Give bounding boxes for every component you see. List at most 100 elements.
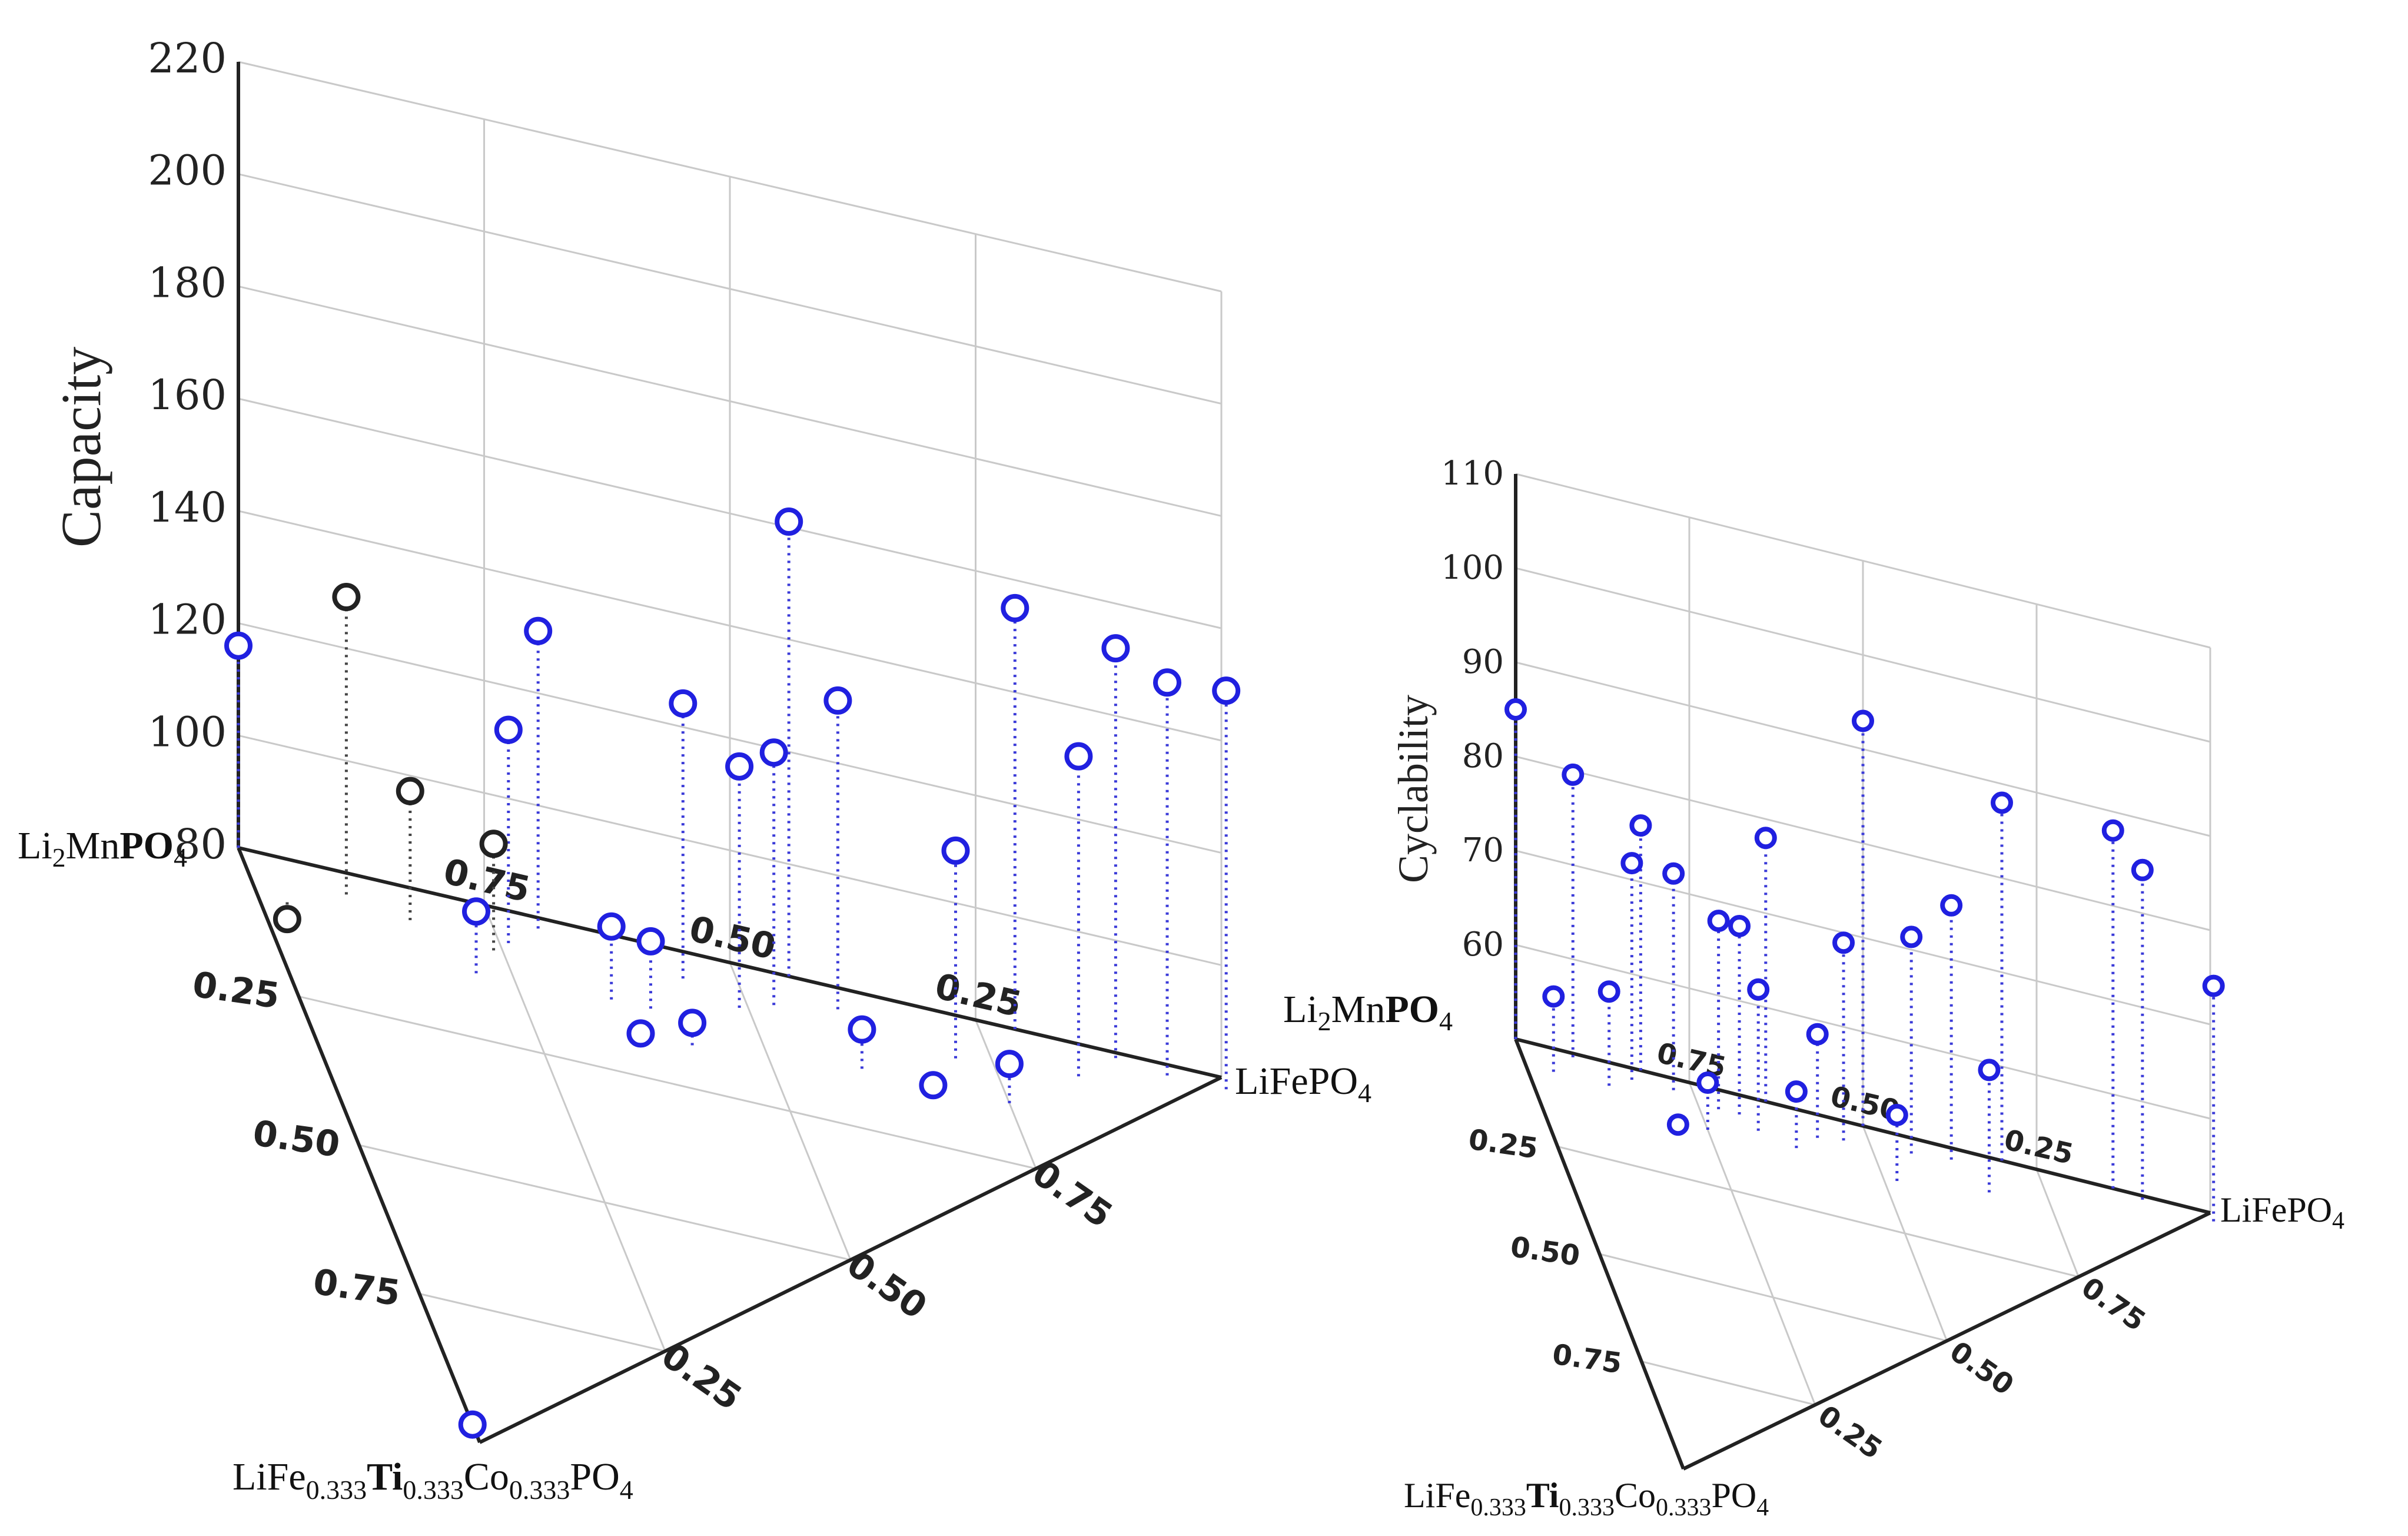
data-point [725, 752, 754, 781]
data-point [1504, 698, 1527, 721]
base-tick-left: 0.75 [311, 1261, 403, 1314]
z-tick-label: 180 [148, 258, 227, 307]
data-point [597, 912, 626, 941]
floor-gridline [1599, 1253, 1947, 1342]
floor-gridline [1641, 1361, 1816, 1406]
data-point [1597, 980, 1620, 1003]
corner-lifetico-left: LiFe0.333Ti0.333Co0.333PO4 [233, 1455, 633, 1505]
data-point [1620, 852, 1643, 875]
base-tick-right: 0.75 [2075, 1271, 2151, 1338]
capacity-grid [238, 61, 1223, 1352]
data-point [1747, 978, 1770, 1001]
z-tick-label: 60 [1462, 925, 1504, 964]
cyclability-axis-title: Cyclability [1390, 695, 1437, 883]
cyclability-stems [1514, 709, 2216, 1222]
z-tick-label: 70 [1462, 831, 1504, 870]
base-tick-right: 0.50 [839, 1243, 934, 1327]
z-tick-label: 80 [174, 820, 227, 868]
data-point [669, 689, 698, 718]
corner-lifetico-right: LiFe0.333Ti0.333Co0.333PO4 [1404, 1476, 1769, 1521]
z-tick-label: 200 [148, 147, 227, 195]
floor-gridline [1688, 1082, 1816, 1405]
data-point [1885, 1104, 1908, 1126]
floor-gridline [729, 962, 852, 1260]
data-point [1852, 709, 1874, 732]
data-point [1629, 814, 1652, 837]
data-point [273, 905, 301, 934]
data-point [995, 1050, 1024, 1079]
data-point [1064, 742, 1093, 771]
data-point [848, 1015, 876, 1044]
base-edge [479, 1076, 1223, 1444]
data-point [1806, 1023, 1829, 1046]
data-point [1785, 1080, 1808, 1103]
z-tick-label: 100 [148, 708, 227, 756]
data-point [1832, 931, 1855, 954]
data-point [2101, 819, 2124, 842]
capacity-chart: 220 200 180 160 140 120 100 80 0.75 0.50 0.25 0.25… [18, 34, 1453, 1505]
base-tick-right: 0.50 [1944, 1335, 2020, 1402]
base-tick-left: 0.50 [1509, 1230, 1582, 1273]
base-edge [238, 846, 1222, 1079]
cyclability-base-ticks: 0.750.500.250.250.500.750.250.500.75 [1466, 1037, 2151, 1466]
data-point [1662, 862, 1685, 885]
floor-gridline [358, 1144, 851, 1261]
data-point [1562, 763, 1585, 786]
z-tick-label: 140 [148, 483, 227, 532]
z-tick-label: 100 [1441, 549, 1504, 587]
base-tick-left: 0.25 [1466, 1123, 1540, 1165]
capacity-z-ticks: 220 200 180 160 140 120 100 80 [148, 34, 227, 868]
corner-lifepo4-right: LiFePO4 [2220, 1190, 2344, 1235]
data-point [1940, 894, 1963, 917]
data-point [1101, 634, 1130, 663]
z-tick-label: 110 [1441, 455, 1504, 493]
floor-gridline [1862, 1125, 1948, 1342]
floor-gridline [298, 996, 1037, 1170]
data-point [332, 583, 361, 612]
floor-gridline [1557, 1146, 2079, 1278]
data-point [919, 1071, 948, 1100]
data-point [1696, 1071, 1719, 1094]
base-tick-right: 0.25 [1812, 1399, 1888, 1466]
data-point [1707, 910, 1730, 933]
data-point [1991, 791, 2013, 814]
capacity-axis-title: Capacity [49, 347, 112, 548]
base-edge [1682, 1211, 2211, 1471]
z-tick-label: 80 [1462, 737, 1504, 775]
data-point [823, 686, 852, 715]
data-point [1153, 668, 1181, 697]
data-point [1728, 914, 1751, 937]
base-tick-left: 0.50 [250, 1113, 342, 1166]
base-tick-back: 0.25 [931, 966, 1025, 1026]
z-tick-label: 90 [1462, 643, 1504, 681]
data-point [636, 927, 665, 956]
corner-lifepo4-left: LiFePO4 [1235, 1060, 1371, 1108]
data-point [2131, 858, 2154, 881]
base-edge [237, 847, 481, 1444]
data-point [1001, 593, 1029, 622]
data-point [1666, 1113, 1689, 1136]
base-tick-left: 0.75 [1550, 1338, 1624, 1380]
data-point [479, 830, 508, 858]
data-point [1978, 1059, 2001, 1081]
corner-li2mnpo4-left: Li2MnPO4 [18, 824, 187, 872]
data-point [941, 836, 970, 865]
base-tick-back: 0.75 [440, 851, 534, 911]
data-point [2202, 974, 2225, 997]
base-tick-left: 0.25 [190, 964, 282, 1017]
data-point [1542, 985, 1565, 1008]
data-point [494, 715, 523, 744]
base-tick-back: 0.50 [685, 908, 779, 968]
data-point [524, 616, 553, 645]
z-tick-label: 220 [148, 34, 227, 82]
cyclability-points [1504, 698, 2225, 1136]
data-point [458, 1410, 487, 1439]
data-point [462, 897, 490, 926]
floor-gridline [2035, 1169, 2080, 1278]
floor-gridline [483, 904, 666, 1352]
base-edge [1514, 1038, 1685, 1470]
data-point [678, 1008, 707, 1037]
data-point [775, 507, 803, 536]
